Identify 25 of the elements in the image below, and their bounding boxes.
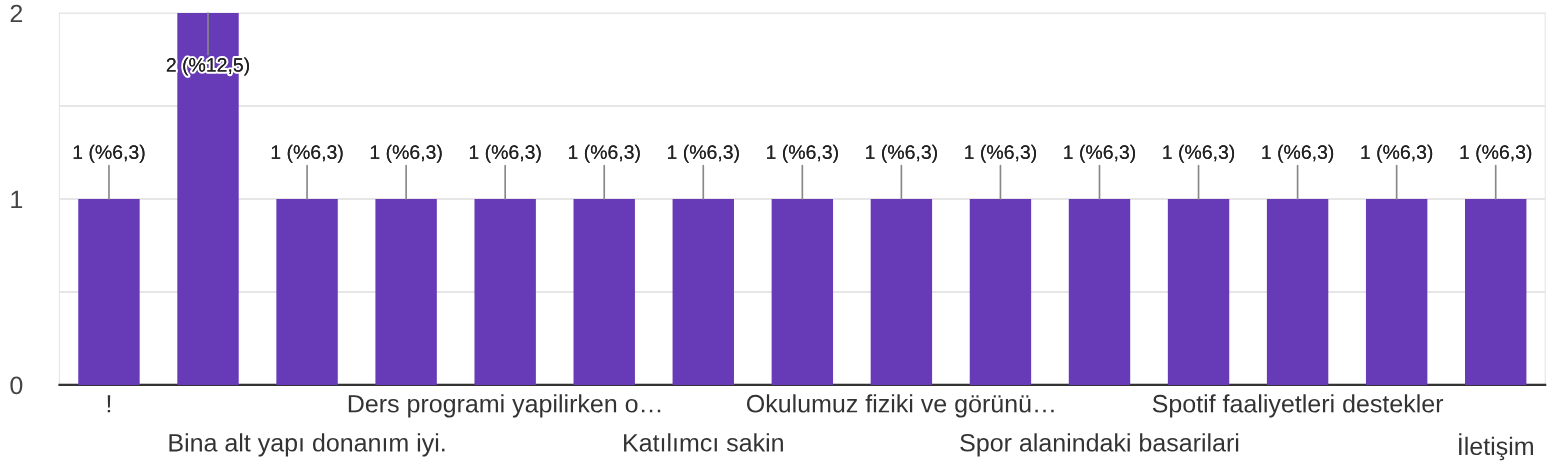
y-tick-label: 1 (11, 190, 23, 209)
data-label: 1 (%6,3) (965, 144, 1036, 163)
x-tick-label: Katılımcı sakin (624, 433, 783, 452)
data-label: 1 (%6,3) (370, 144, 442, 163)
data-label: 1 (%6,3) (469, 144, 541, 163)
data-label: 1 (%6,3) (1163, 144, 1235, 163)
x-tick-label: ! (107, 395, 111, 413)
x-tick-label: Spotif faaliyetleri destekler (1152, 394, 1444, 418)
data-label: 1 (%6,3) (1064, 144, 1136, 163)
data-label: 1 (%6,3) (568, 144, 640, 163)
y-tick-label: 0 (10, 376, 23, 395)
x-tick-label: Ders programi yapilirken o… (348, 394, 661, 418)
data-label: 1 (%6,3) (73, 144, 145, 163)
data-label: 1 (%6,3) (1262, 144, 1334, 163)
data-label: 1 (%6,3) (1361, 144, 1433, 163)
x-tick-label: Spor alanindaki basarilari (960, 433, 1239, 457)
x-tick-label: İletişim (1459, 433, 1533, 461)
x-tick-label: Bina alt yapı donanım iyi. (169, 433, 445, 457)
data-label: 1 (%6,3) (271, 144, 343, 163)
data-label: 1 (%6,3) (1460, 144, 1532, 163)
y-tick-label: 2 (10, 4, 23, 23)
x-tick-label: Okulumuz fiziki ve görünü… (746, 394, 1054, 418)
data-label: 1 (%6,3) (767, 144, 838, 163)
data-label: 1 (%6,3) (668, 144, 739, 163)
data-label: 1 (%6,3) (866, 144, 937, 163)
